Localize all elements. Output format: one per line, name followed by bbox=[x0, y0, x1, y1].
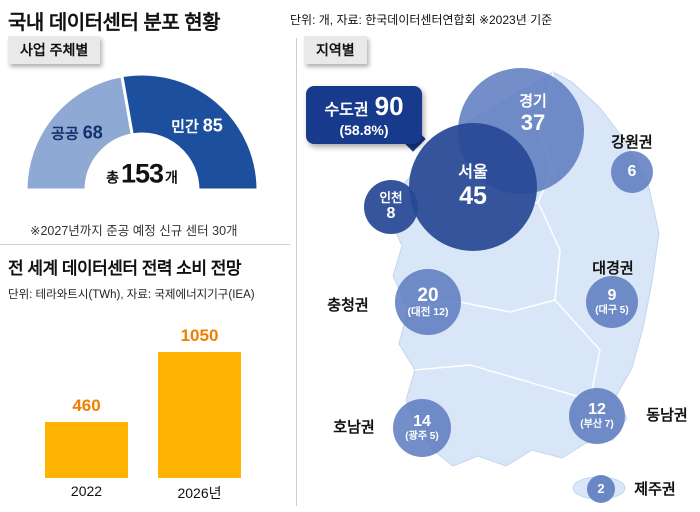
bar-2026 bbox=[158, 352, 241, 478]
donut-total: 총 153 개 bbox=[106, 159, 178, 190]
bubble-seoul-name: 서울 bbox=[458, 164, 488, 182]
private-name: 민간 bbox=[171, 118, 199, 136]
power-section-title: 전 세계 데이터센터 전력 소비 전망 bbox=[8, 259, 242, 278]
donut-segment-public bbox=[24, 74, 135, 192]
label-gangwon: 강원권 bbox=[611, 134, 653, 151]
bubble-gangwon-value: 6 bbox=[627, 163, 637, 181]
section-label-region: 지역별 bbox=[304, 36, 367, 64]
bubble-dongnam-detail: (부산 7) bbox=[580, 419, 614, 431]
bubble-incheon-name: 인천 bbox=[379, 191, 403, 206]
power-section-note: 단위: 테라와트시(TWh), 자료: 국제에너지기구(IEA) bbox=[8, 289, 255, 301]
public-name: 공공 bbox=[51, 125, 79, 143]
horizontal-divider bbox=[0, 244, 290, 245]
bubble-gangwon: 6 bbox=[611, 151, 653, 193]
bubble-dongnam-value: 12 bbox=[588, 401, 606, 419]
label-chungcheong: 충청권 bbox=[327, 297, 369, 314]
label-daegyeong: 대경권 bbox=[592, 260, 634, 277]
bubble-dongnam: 12 (부산 7) bbox=[569, 388, 625, 444]
total-prefix: 총 bbox=[106, 169, 119, 186]
source-note: 단위: 개, 자료: 한국데이터센터연합회 ※2023년 기준 bbox=[290, 13, 553, 27]
total-suffix: 개 bbox=[165, 169, 178, 186]
bubble-seoul-value: 45 bbox=[459, 181, 487, 210]
callout-share: (58.8%) bbox=[339, 122, 389, 139]
bubble-incheon-value: 8 bbox=[386, 205, 396, 223]
label-dongnam: 동남권 bbox=[646, 407, 688, 424]
callout-value: 90 bbox=[374, 91, 404, 121]
bar-value-2026: 1050 bbox=[180, 326, 219, 345]
bar-label-2022: 2022 bbox=[70, 483, 103, 499]
donut-segment-private bbox=[120, 72, 260, 192]
label-honam: 호남권 bbox=[333, 419, 375, 436]
bubble-daegyeong-detail: (대구 5) bbox=[595, 305, 629, 317]
bubble-jeju: 2 bbox=[587, 475, 615, 503]
label-jeju: 제주권 bbox=[634, 481, 676, 498]
donut-chart bbox=[24, 72, 260, 192]
bubble-daegyeong-value: 9 bbox=[607, 287, 617, 305]
bubble-chungcheong-value: 20 bbox=[417, 285, 439, 307]
bubble-daegyeong: 9 (대구 5) bbox=[586, 276, 638, 328]
bubble-incheon: 인천 8 bbox=[364, 180, 418, 234]
page-title: 국내 데이터센터 분포 현황 bbox=[8, 12, 221, 34]
bubble-seoul: 서울 45 bbox=[409, 123, 537, 251]
private-value: 85 bbox=[202, 115, 223, 136]
bubble-honam-detail: (광주 5) bbox=[405, 431, 439, 443]
vertical-divider bbox=[296, 38, 297, 506]
bubble-honam-value: 14 bbox=[413, 413, 431, 431]
section-label-business: 사업 주체별 bbox=[8, 36, 101, 64]
donut-label-private: 민간 85 bbox=[171, 116, 223, 137]
bubble-gyeonggi-value: 37 bbox=[520, 110, 546, 136]
total-value: 153 bbox=[120, 158, 164, 189]
bar-value-2022: 460 bbox=[72, 396, 101, 415]
callout-sudogwon: 수도권 90 (58.8%) bbox=[306, 86, 422, 144]
bubble-jeju-value: 2 bbox=[597, 480, 605, 496]
business-footnote: ※2027년까지 준공 예정 신규 센터 30개 bbox=[30, 224, 238, 238]
bubble-honam: 14 (광주 5) bbox=[393, 399, 451, 457]
bubble-chungcheong: 20 (대전 12) bbox=[395, 269, 461, 335]
public-value: 68 bbox=[82, 122, 103, 143]
callout-name: 수도권 bbox=[324, 102, 369, 119]
bar-2022 bbox=[45, 422, 128, 478]
bubble-gyeonggi-name: 경기 bbox=[519, 93, 547, 111]
bar-label-2026: 2026년 bbox=[177, 485, 222, 501]
bubble-chungcheong-detail: (대전 12) bbox=[407, 305, 449, 318]
donut-label-public: 공공 68 bbox=[51, 123, 103, 144]
